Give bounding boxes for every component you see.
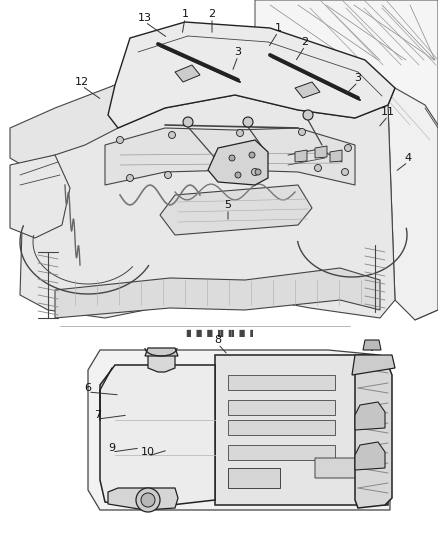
Polygon shape [208, 140, 268, 185]
Polygon shape [228, 400, 335, 415]
Polygon shape [100, 365, 215, 508]
Circle shape [117, 136, 124, 143]
Text: 3: 3 [354, 73, 361, 83]
Polygon shape [160, 185, 312, 235]
Polygon shape [315, 458, 365, 478]
Text: 5: 5 [225, 200, 232, 210]
Text: 2: 2 [301, 37, 308, 47]
Text: 1: 1 [181, 9, 188, 19]
Circle shape [183, 117, 193, 127]
Polygon shape [108, 488, 178, 510]
Polygon shape [20, 85, 395, 318]
Polygon shape [295, 82, 320, 98]
Circle shape [127, 174, 134, 182]
Text: 2: 2 [208, 9, 215, 19]
Circle shape [136, 488, 160, 512]
Polygon shape [355, 402, 385, 430]
Polygon shape [363, 340, 381, 350]
Circle shape [303, 110, 313, 120]
Polygon shape [215, 355, 388, 505]
Circle shape [165, 172, 172, 179]
Polygon shape [105, 128, 355, 185]
Text: ▐▌▐▌▐▌▐▌▐▌▐▌▐: ▐▌▐▌▐▌▐▌▐▌▐▌▐ [183, 330, 253, 337]
Text: 12: 12 [75, 77, 89, 87]
Text: 7: 7 [95, 410, 102, 420]
Polygon shape [88, 350, 390, 510]
Polygon shape [352, 355, 395, 375]
Polygon shape [255, 0, 438, 280]
Circle shape [345, 144, 352, 151]
Text: 11: 11 [381, 107, 395, 117]
Circle shape [243, 117, 253, 127]
Polygon shape [10, 85, 118, 165]
Polygon shape [315, 146, 327, 158]
Polygon shape [228, 468, 280, 488]
Polygon shape [355, 442, 385, 470]
Circle shape [229, 155, 235, 161]
Polygon shape [10, 155, 70, 238]
Text: 4: 4 [404, 153, 412, 163]
Polygon shape [388, 88, 438, 320]
Text: 9: 9 [109, 443, 116, 453]
Circle shape [169, 132, 176, 139]
Text: 8: 8 [215, 335, 222, 345]
Polygon shape [295, 150, 307, 162]
Circle shape [249, 152, 255, 158]
Circle shape [299, 128, 305, 135]
Text: 6: 6 [85, 383, 92, 393]
Polygon shape [228, 445, 335, 460]
Text: 1: 1 [275, 23, 282, 33]
Polygon shape [55, 268, 380, 318]
Polygon shape [148, 355, 175, 372]
Polygon shape [355, 355, 392, 508]
Polygon shape [228, 375, 335, 390]
Circle shape [235, 172, 241, 178]
Circle shape [342, 168, 349, 175]
Circle shape [141, 493, 155, 507]
Polygon shape [330, 150, 342, 162]
Text: 13: 13 [138, 13, 152, 23]
Text: 10: 10 [141, 447, 155, 457]
Circle shape [251, 168, 258, 175]
Polygon shape [145, 348, 178, 356]
Text: 3: 3 [234, 47, 241, 57]
Polygon shape [175, 65, 200, 82]
Polygon shape [108, 22, 395, 128]
Circle shape [314, 165, 321, 172]
Circle shape [237, 130, 244, 136]
Circle shape [255, 169, 261, 175]
Polygon shape [228, 420, 335, 435]
